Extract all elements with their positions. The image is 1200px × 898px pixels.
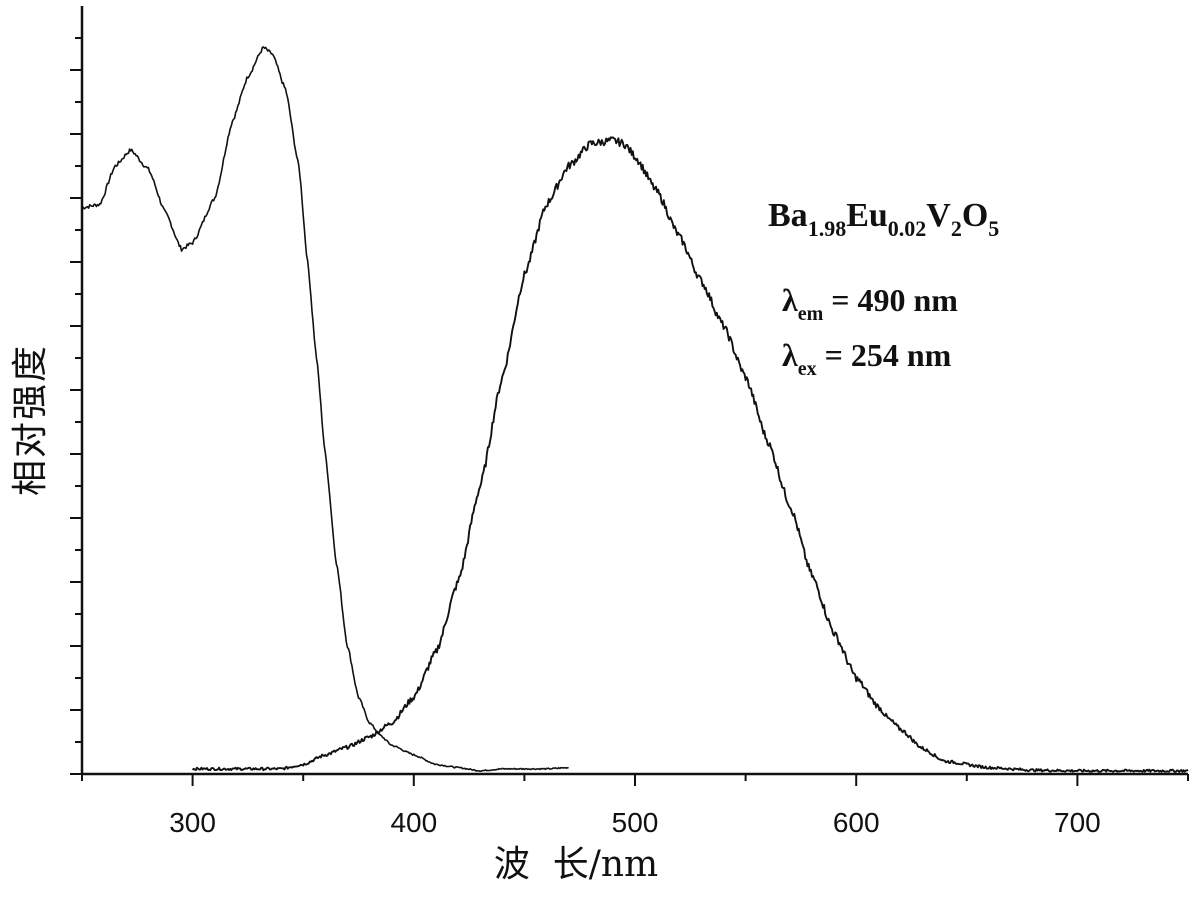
lambda-symbol: λ [782, 337, 798, 373]
lambda-symbol: λ [782, 282, 798, 318]
plot-area [81, 46, 1189, 773]
formula-subscript: 0.02 [888, 216, 927, 241]
x-axis-label: 波 长/nm [494, 844, 658, 885]
formula-element: V [926, 197, 951, 234]
lambda-value: = 254 nm [817, 337, 952, 373]
formula-element: Ba [768, 197, 808, 234]
formula-element: Eu [846, 197, 888, 234]
formula-subscript: 2 [951, 216, 962, 241]
x-tick-label: 600 [833, 807, 880, 838]
x-tick-label: 500 [612, 807, 659, 838]
formula-element: O [962, 197, 988, 234]
y-axis-label: 相对强度 [10, 344, 51, 496]
x-tick-label: 700 [1054, 807, 1101, 838]
x-tick-label: 400 [390, 807, 437, 838]
lambda-value: = 490 nm [823, 282, 958, 318]
series-line-2 [191, 136, 1189, 773]
lambda-em-label: λem = 490 nm [782, 282, 958, 325]
lambda-subscript: ex [798, 358, 817, 380]
formula-subscript: 5 [988, 216, 999, 241]
series-line-1 [81, 46, 569, 773]
axes: 300 400 500 600 700 [70, 6, 1189, 838]
formula-subscript: 1.98 [808, 216, 847, 241]
lambda-subscript: em [798, 303, 824, 325]
lambda-ex-label: λex = 254 nm [782, 337, 952, 380]
x-tick-label: 300 [169, 807, 216, 838]
formula-label: Ba1.98Eu0.02V2O5 [768, 197, 999, 241]
